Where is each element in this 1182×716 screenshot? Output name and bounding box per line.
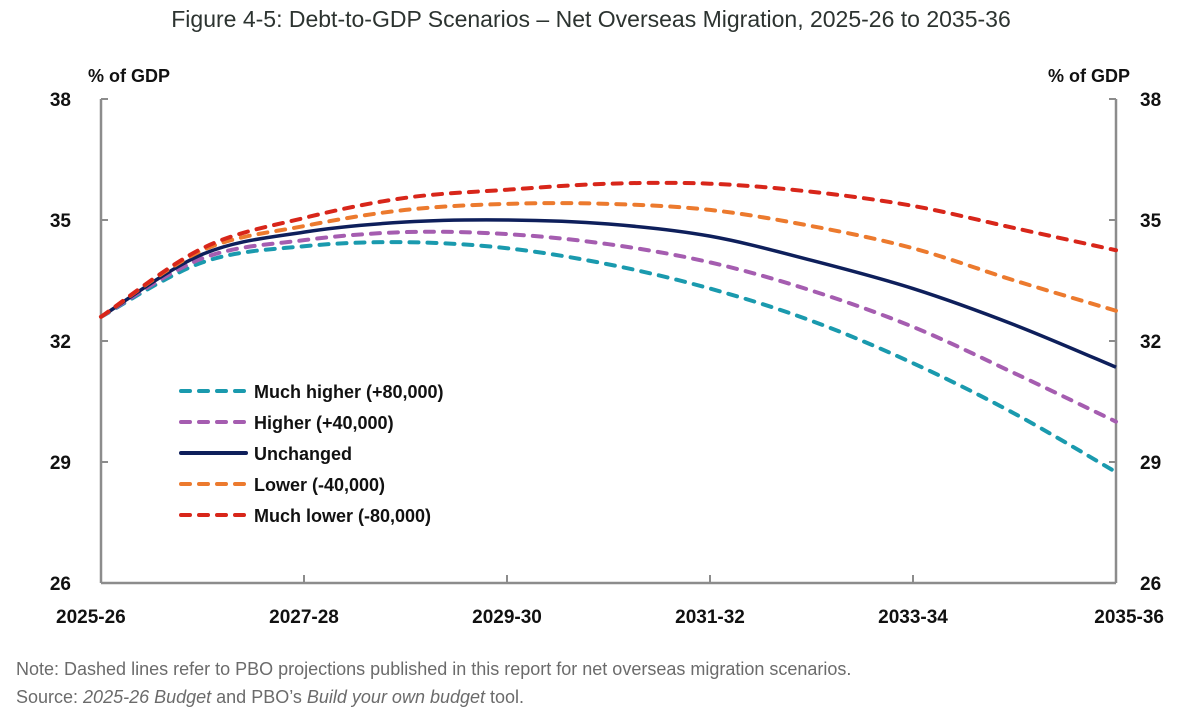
x-ticks: 2025-26 2027-28 2029-30 2031-32 2033-34 2035-… xyxy=(56,575,1164,628)
x-tick-label: 2029-30 xyxy=(472,607,542,628)
series-line-much-higher-80-000 xyxy=(99,240,1118,475)
y-axis-label-right: % of GDP xyxy=(1048,66,1130,86)
source-line: Source: 2025-26 Budget and PBO’s Build y… xyxy=(16,683,851,711)
source-mid: and PBO’s xyxy=(211,687,307,707)
y-tick-label-right: 29 xyxy=(1140,453,1161,474)
series-line-higher-40-000 xyxy=(99,229,1118,424)
series-line-much-lower-80-000 xyxy=(99,180,1118,319)
chart-note: Note: Dashed lines refer to PBO projecti… xyxy=(16,655,851,711)
y-tick-label-right: 35 xyxy=(1140,211,1162,232)
legend-label-lower-40-000: Lower (-40,000) xyxy=(254,475,385,495)
source-tool: Build your own budget xyxy=(306,687,486,707)
y-tick-label-right: 32 xyxy=(1140,332,1161,353)
y-tick-label-left: 26 xyxy=(50,574,71,595)
legend: Much higher (+80,000) Higher (+40,000) Unc… xyxy=(179,382,444,526)
y-tick-label-right: 38 xyxy=(1140,90,1161,111)
x-tick-label: 2027-28 xyxy=(269,607,339,628)
x-tick-label: 2025-26 xyxy=(56,607,126,628)
y-tick-label-right: 26 xyxy=(1140,574,1161,595)
legend-label-higher-40-000: Higher (+40,000) xyxy=(254,413,394,433)
y-tick-label-left: 35 xyxy=(50,211,72,232)
legend-label-much-higher-80-000: Much higher (+80,000) xyxy=(254,382,444,402)
series-line-lower-40-000 xyxy=(99,201,1118,319)
series-lines xyxy=(99,180,1118,475)
chart-title: Figure 4-5: Debt-to-GDP Scenarios – Net … xyxy=(171,6,1011,32)
source-suffix: tool. xyxy=(485,687,525,707)
source-prefix: Source: xyxy=(16,687,84,707)
x-tick-label: 2033-34 xyxy=(878,607,948,628)
y-axis-label-left: % of GDP xyxy=(88,66,170,86)
series-line-unchanged xyxy=(100,218,1117,369)
source-budget: 2025-26 Budget xyxy=(83,687,212,707)
legend-label-much-lower-80-000: Much lower (-80,000) xyxy=(254,506,431,526)
y-ticks: 26 26 29 29 32 32 35 35 38 38 xyxy=(50,90,1162,595)
note-line: Note: Dashed lines refer to PBO projecti… xyxy=(16,659,852,679)
x-tick-label: 2035-36 xyxy=(1094,607,1164,628)
legend-label-unchanged: Unchanged xyxy=(254,444,352,464)
y-tick-label-left: 29 xyxy=(50,453,71,474)
x-tick-label: 2031-32 xyxy=(675,607,745,628)
y-tick-label-left: 32 xyxy=(50,332,71,353)
y-tick-label-left: 38 xyxy=(50,90,71,111)
